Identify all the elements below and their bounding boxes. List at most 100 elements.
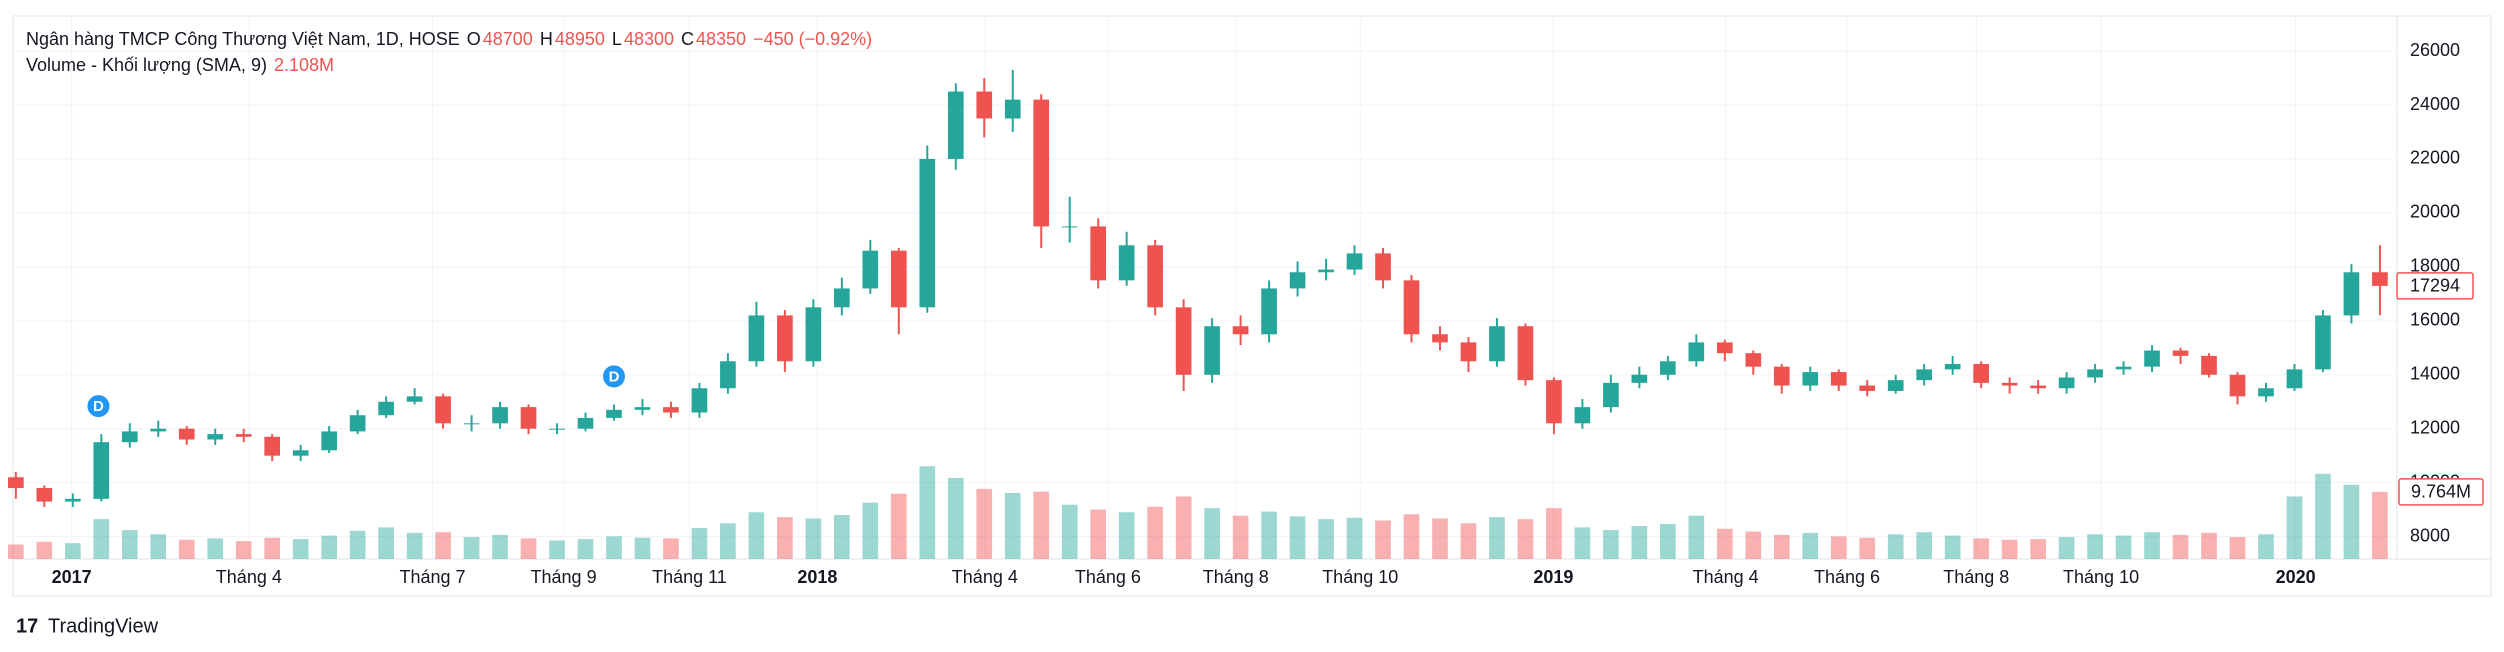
candle-body: [2030, 385, 2046, 389]
marker-circle: [85, 393, 112, 420]
volume-bar: [2058, 537, 2075, 559]
volume-bar: [1660, 523, 1676, 559]
symbol-title: Ngân hàng TMCP Công Thương Việt Nam, 1D,…: [26, 29, 460, 49]
x-tick-label: Tháng 6: [1814, 567, 1880, 587]
ohlc-label: H: [539, 29, 553, 49]
x-tick-label: Tháng 8: [1203, 567, 1269, 587]
candle-body: [1489, 326, 1505, 362]
y-tick-label: 14000: [2410, 364, 2460, 384]
volume-bar: [492, 534, 508, 559]
volume-bar: [805, 518, 822, 559]
candle-body: [1403, 280, 1420, 335]
candle-body: [834, 288, 850, 308]
y-tick-label: 12000: [2410, 417, 2460, 437]
branding[interactable]: 17 TradingView: [16, 615, 159, 637]
volume-bar: [2144, 532, 2160, 559]
volume-bar: [1603, 530, 1619, 559]
candle-body: [2258, 388, 2274, 397]
marker-circle: [600, 363, 627, 390]
candle-body: [2001, 382, 2018, 386]
volume-bar: [2201, 532, 2217, 559]
candle-body: [2087, 369, 2103, 378]
volume-bar: [1887, 534, 1904, 559]
candle-body: [1460, 342, 1477, 362]
candle-body: [1773, 366, 1790, 386]
candle-body: [2172, 350, 2189, 356]
candle-body: [663, 407, 679, 413]
candle-body: [1716, 342, 1733, 354]
candle-body: [2286, 369, 2303, 389]
volume-bar: [919, 466, 936, 559]
volume-bar: [64, 543, 81, 559]
volume-bar: [1403, 514, 1420, 559]
candle-body: [748, 315, 765, 362]
candle-body: [1660, 361, 1676, 375]
dividend-marker[interactable]: D: [600, 363, 627, 390]
candle-body: [1147, 245, 1163, 308]
volume-bar: [577, 539, 594, 559]
candle-body: [1090, 226, 1107, 281]
candle-body: [1175, 307, 1192, 375]
candle-body: [64, 498, 81, 502]
volume-bar: [1973, 538, 1989, 559]
ohlc-value: 48350: [696, 29, 747, 49]
brand-name: TradingView: [48, 615, 159, 637]
candle-body: [1061, 226, 1078, 228]
volume-bar: [36, 541, 53, 559]
candle-body: [919, 158, 936, 308]
candle-body: [2201, 355, 2217, 375]
ohlc-label: O: [466, 29, 481, 49]
volume-bar: [321, 535, 337, 559]
volume-bar: [549, 540, 565, 559]
volume-bar: [1944, 535, 1961, 559]
candle-body: [1574, 407, 1591, 424]
x-tick-label: Tháng 6: [1075, 567, 1141, 587]
candle-body: [1859, 385, 1876, 391]
x-tick-label: Tháng 8: [1943, 567, 2009, 587]
candle-body: [2229, 374, 2246, 397]
volume-bar: [834, 515, 850, 559]
candle-body: [1745, 353, 1762, 367]
y-tick-label: 20000: [2410, 202, 2460, 222]
candle-body: [8, 477, 24, 489]
volume-bar: [349, 530, 366, 559]
x-tick-label: Tháng 11: [652, 567, 727, 587]
marker-label: D: [609, 368, 620, 385]
volume-bar: [292, 539, 309, 559]
candle-body: [349, 415, 366, 432]
x-tick-label: 2019: [1533, 567, 1573, 587]
candle-body: [805, 307, 822, 362]
candle-body: [976, 91, 993, 119]
volume-bar: [1289, 516, 1306, 559]
volume-bar: [264, 537, 281, 559]
candle-body: [1004, 99, 1021, 119]
ohlc-value: 48950: [554, 29, 605, 49]
candle-body: [2315, 315, 2331, 370]
candle-body: [1973, 363, 1989, 383]
volume-bar: [1916, 532, 1933, 559]
dividend-marker[interactable]: D: [85, 393, 112, 420]
volume-bar: [435, 532, 451, 559]
volume-bar: [121, 530, 138, 559]
candle-body: [1289, 272, 1306, 289]
legend-volume: Volume - Khối lượng (SMA, 9) 2.108M: [26, 52, 874, 78]
volume-bar: [691, 528, 708, 559]
candle-body: [150, 428, 167, 432]
y-tick-label: 24000: [2410, 94, 2460, 114]
volume-bar: [1232, 515, 1249, 559]
candle-body: [1204, 326, 1220, 375]
volume-bar: [1773, 534, 1790, 559]
candle-body: [1432, 334, 1448, 343]
candle-body: [1318, 269, 1334, 273]
candle-body: [121, 431, 138, 443]
price-tag-label: 17294: [2410, 276, 2460, 296]
y-tick-label: 8000: [2410, 525, 2450, 545]
candle-body: [435, 396, 451, 424]
candle-body: [1375, 253, 1391, 281]
volume-bar: [2087, 534, 2103, 559]
volume-bar: [1033, 491, 1050, 559]
volume-bar: [1830, 536, 1847, 559]
x-tick-label: Tháng 7: [400, 567, 466, 587]
candle-body: [720, 361, 736, 389]
